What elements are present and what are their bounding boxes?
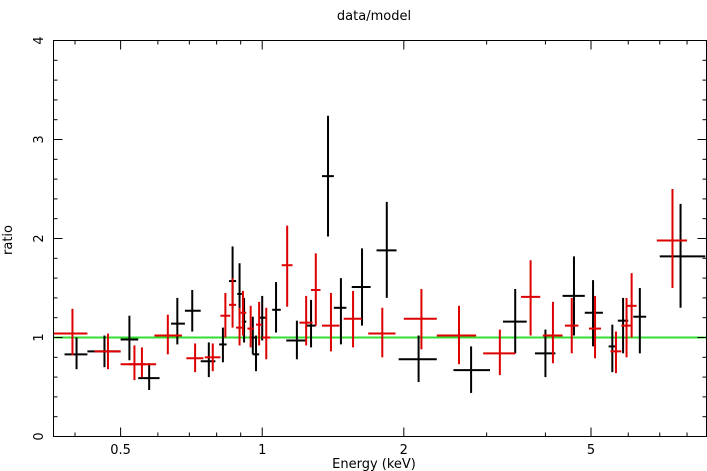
y-tick-label: 4	[32, 36, 47, 44]
red-data-point	[204, 343, 221, 372]
black-data-point	[562, 256, 585, 336]
black-data-point	[184, 289, 201, 332]
data-points-layer	[53, 115, 706, 393]
black-data-point	[503, 288, 527, 354]
black-data-point	[138, 363, 160, 390]
black-data-point	[286, 320, 307, 360]
red-data-point	[521, 260, 541, 336]
chart-title: data/model	[337, 9, 411, 24]
x-tick-label: 1	[258, 443, 266, 458]
black-data-point	[272, 282, 281, 333]
red-data-point	[247, 305, 254, 348]
red-data-point	[343, 290, 363, 348]
black-data-point	[171, 297, 185, 345]
axis-ticks: 0 1 2 3 4 0.5 1 2 5	[32, 36, 707, 458]
black-data-point	[120, 315, 139, 361]
black-data-point	[584, 280, 603, 347]
red-data-point	[229, 278, 237, 328]
red-data-point	[236, 307, 243, 346]
red-data-point	[255, 301, 263, 346]
y-tick-label: 0	[32, 432, 47, 440]
red-data-point	[262, 307, 271, 360]
red-data-point	[436, 305, 477, 365]
red-data-point	[299, 295, 313, 346]
red-data-point	[220, 292, 231, 338]
black-data-point	[351, 248, 371, 326]
red-data-point	[588, 295, 601, 359]
y-tick-label: 3	[32, 135, 47, 143]
red-data-point	[186, 343, 204, 373]
red-data-point	[94, 333, 121, 370]
red-data-point	[626, 273, 637, 338]
red-data-point	[542, 301, 563, 364]
red-data-point	[403, 288, 437, 350]
y-tick-label: 1	[32, 333, 47, 341]
red-data-point	[53, 308, 88, 356]
black-data-point	[333, 278, 347, 345]
x-axis-label: Energy (keV)	[332, 457, 416, 471]
black-data-point	[252, 335, 260, 372]
x-tick-label: 5	[587, 443, 595, 458]
black-data-point	[219, 327, 227, 363]
black-data-point	[398, 335, 437, 383]
red-data-point	[368, 307, 396, 358]
x-tick-label: 2	[400, 443, 408, 458]
black-data-point	[608, 324, 616, 373]
black-data-point	[659, 203, 706, 308]
red-data-point	[610, 331, 622, 374]
red-data-point	[621, 297, 632, 358]
black-data-point	[453, 346, 491, 393]
red-data-point	[322, 292, 340, 352]
black-data-point	[322, 115, 334, 237]
red-data-point	[154, 314, 182, 355]
x-tick-label: 0.5	[110, 443, 131, 458]
y-axis-label: ratio	[1, 225, 16, 255]
black-data-point	[376, 201, 397, 298]
red-data-point	[483, 329, 516, 376]
red-data-point	[128, 347, 157, 378]
red-data-point	[311, 253, 321, 326]
y-tick-label: 2	[32, 234, 47, 242]
black-data-point	[259, 295, 267, 341]
black-data-point	[633, 288, 647, 354]
red-data-point	[281, 225, 293, 307]
red-data-point	[564, 297, 579, 354]
red-data-point	[656, 189, 688, 288]
red-data-point	[240, 290, 247, 336]
black-data-point	[64, 337, 88, 370]
